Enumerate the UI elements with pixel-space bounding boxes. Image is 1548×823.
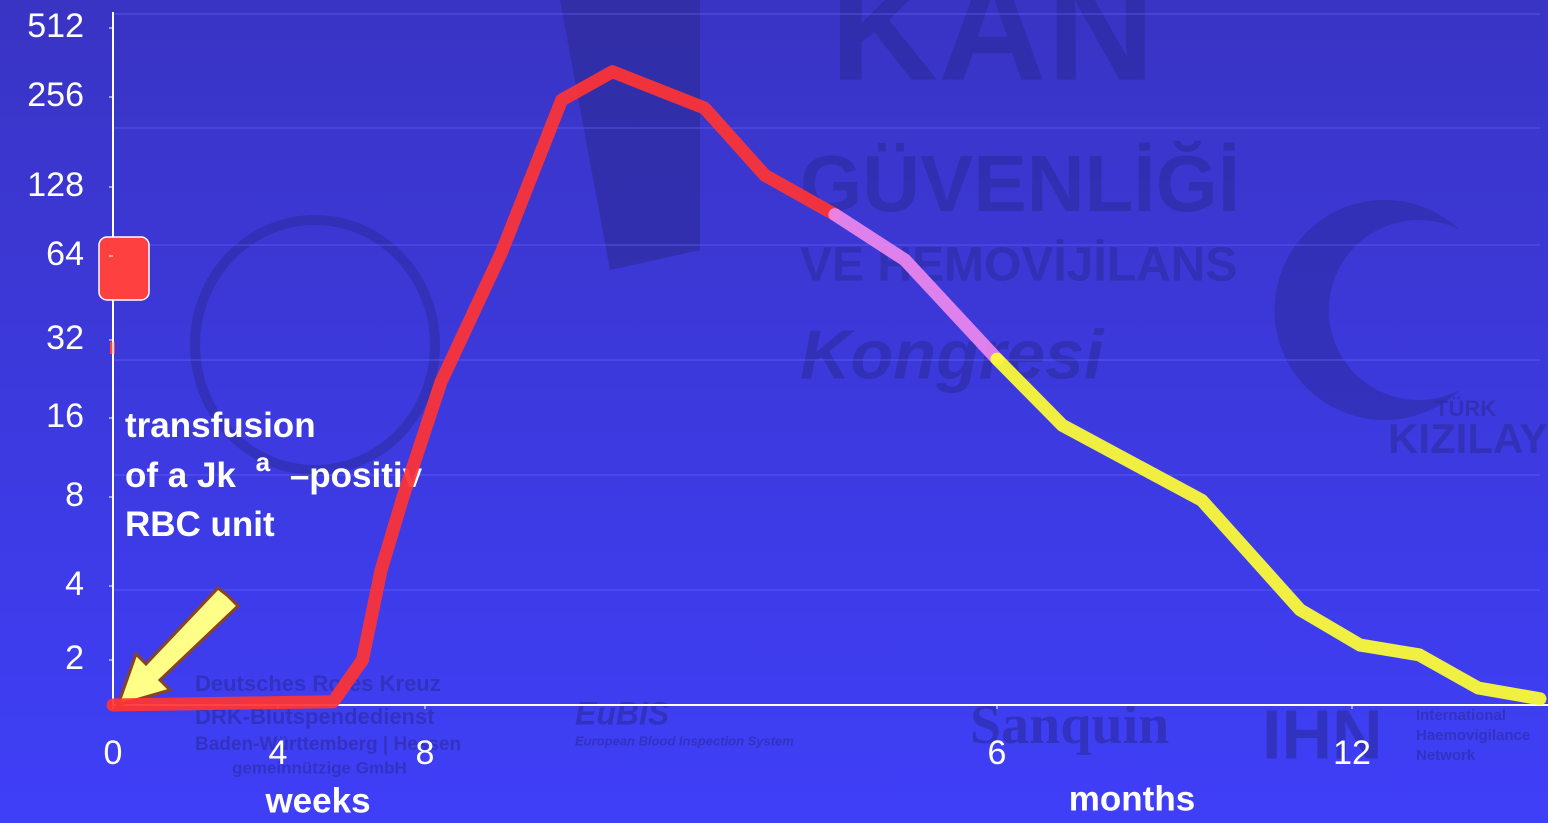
x-tick-label: 8 [416,734,435,772]
watermark: European Blood Inspection System [575,733,794,748]
chart: KAN GÜVENLİĞİ VE HEMOVİJİLANS Kongresi T… [0,0,1548,823]
y-tick-label: 128 [27,166,84,204]
bag [99,237,149,300]
y-tick-label: 512 [27,7,84,45]
watermark: International [1416,707,1506,724]
watermark: VE HEMOVİJİLANS [800,239,1237,292]
y-tick-label: 2 [65,639,84,677]
y-tick-label: 8 [65,476,84,514]
watermark: Deutsches Rotes Kreuz [195,671,441,696]
annotation-line: of a Jk [125,456,236,495]
watermark: KIZILAY [1388,415,1547,462]
x-tick-label: 12 [1333,734,1371,772]
annotation-line: transfusion [125,406,316,445]
watermark: KAN [830,0,1155,112]
x-axis-label: weeks [264,781,370,820]
y-tick-label: 4 [65,565,84,603]
x-tick-label: 4 [269,734,288,772]
watermark: Kongresi [800,315,1105,393]
x-tick-label: 6 [988,734,1007,772]
y-tick-label: 16 [46,397,84,435]
y-tick-label: 64 [46,235,84,273]
watermark: EuBIS [575,695,670,731]
y-tick-label: 32 [46,319,84,357]
watermark: Network [1416,747,1476,764]
watermark: Haemovigilance [1416,727,1530,744]
x-tick-label: 0 [104,734,123,772]
watermark: gemeinnützige GmbH [232,758,407,777]
annotation-line: RBC unit [125,505,275,544]
annotation-superscript: a [256,447,271,477]
page: KAN GÜVENLİĞİ VE HEMOVİJİLANS Kongresi T… [0,0,1548,823]
x-axis-label: months [1069,779,1195,818]
watermark: GÜVENLİĞİ [800,139,1240,228]
y-tick-label: 256 [27,76,84,114]
